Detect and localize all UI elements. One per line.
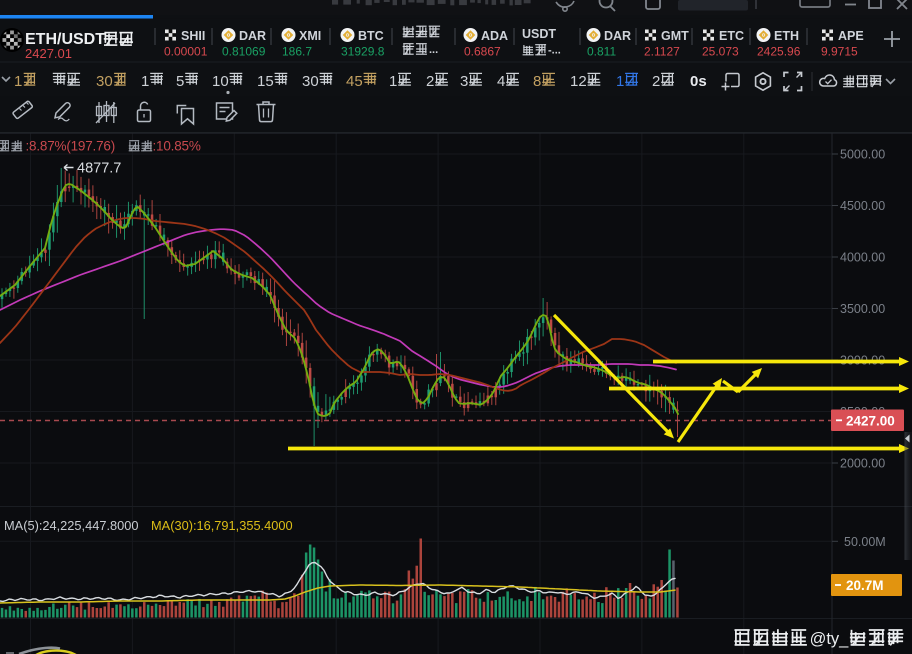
svg-text:0.81069: 0.81069 (222, 45, 266, 59)
svg-text:USDT: USDT (522, 27, 556, 41)
svg-text:0s: 0s (690, 73, 707, 90)
svg-text:4: 4 (497, 73, 505, 90)
svg-text:186.7: 186.7 (282, 45, 312, 59)
svg-text:DAR: DAR (239, 29, 266, 43)
svg-text:5: 5 (176, 73, 184, 90)
svg-text:12: 12 (570, 73, 587, 90)
svg-text:-...: -... (548, 45, 561, 57)
svg-text:ETC: ETC (719, 29, 744, 43)
svg-text:0.00001: 0.00001 (164, 45, 208, 59)
svg-text:50.00M: 50.00M (844, 535, 886, 549)
svg-text:2.1127: 2.1127 (644, 45, 680, 59)
svg-text:DAR: DAR (604, 29, 631, 43)
svg-text:3: 3 (460, 73, 468, 90)
svg-text:31929.8: 31929.8 (341, 45, 385, 59)
svg-text:MA(30):16,791,355.4000: MA(30):16,791,355.4000 (151, 518, 293, 533)
svg-text:MA(5):24,225,447.8000: MA(5):24,225,447.8000 (4, 518, 138, 533)
svg-text:2000.00: 2000.00 (840, 457, 885, 471)
svg-text:ETH/USDT: ETH/USDT (25, 31, 105, 48)
svg-text:4000.00: 4000.00 (840, 251, 885, 265)
svg-text:2: 2 (426, 73, 434, 90)
svg-text::8.87%(197.76): :8.87%(197.76) (26, 139, 116, 154)
svg-text:...: ... (429, 44, 438, 56)
svg-text:1: 1 (14, 73, 22, 90)
svg-text:2425.96: 2425.96 (757, 45, 801, 59)
svg-text:8: 8 (533, 73, 541, 90)
svg-text:ETH: ETH (774, 29, 799, 43)
svg-text:10: 10 (212, 73, 229, 90)
svg-text:9.9715: 9.9715 (821, 45, 858, 59)
svg-text:2427.00: 2427.00 (846, 414, 895, 429)
svg-text:BTC: BTC (358, 29, 384, 43)
svg-text:5000.00: 5000.00 (840, 148, 885, 162)
svg-text:1: 1 (389, 73, 397, 90)
svg-text:2: 2 (652, 73, 660, 90)
svg-text:3500.00: 3500.00 (840, 302, 885, 316)
svg-text:1: 1 (141, 73, 149, 90)
svg-text:45: 45 (346, 73, 363, 90)
svg-text:15: 15 (257, 73, 274, 90)
svg-text:ADA: ADA (481, 29, 508, 43)
svg-text::10.85%: :10.85% (153, 139, 201, 154)
svg-text:@ty_: @ty_ (810, 630, 850, 648)
svg-text:XMI: XMI (299, 29, 321, 43)
svg-text:4877.7: 4877.7 (77, 161, 121, 177)
svg-text:30: 30 (302, 73, 319, 90)
svg-text:0.6867: 0.6867 (464, 45, 501, 59)
svg-text:4500.00: 4500.00 (840, 199, 885, 213)
svg-text:GMT: GMT (661, 29, 689, 43)
svg-text:2427.01: 2427.01 (25, 46, 72, 61)
svg-text:0.811: 0.811 (587, 45, 616, 59)
svg-text:1: 1 (616, 73, 624, 90)
svg-text:APE: APE (838, 29, 864, 43)
svg-text:SHII: SHII (181, 29, 205, 43)
svg-text:25.073: 25.073 (702, 45, 739, 59)
svg-text:20.7M: 20.7M (846, 578, 884, 593)
svg-text:30: 30 (96, 73, 113, 90)
